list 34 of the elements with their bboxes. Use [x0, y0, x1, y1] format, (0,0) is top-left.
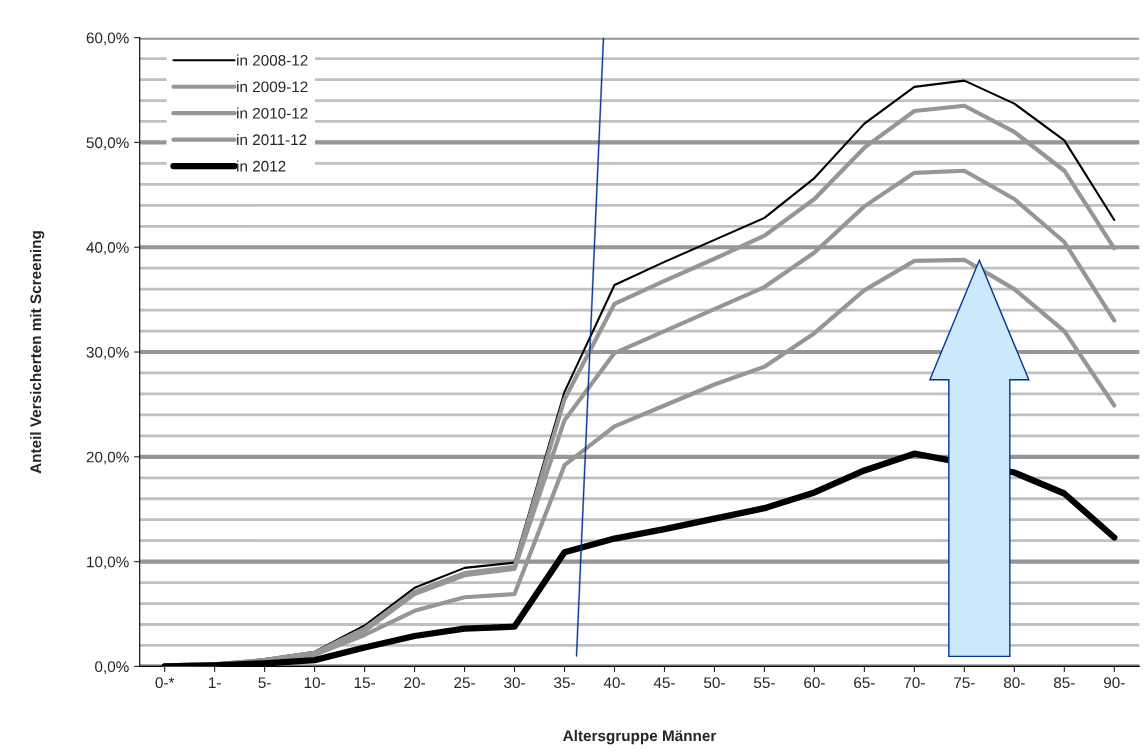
legend-label: in 2008-12: [237, 54, 308, 66]
y-tick-label: 0,0%: [95, 661, 129, 674]
x-tick-label: 1-: [209, 677, 221, 688]
x-tick-label: 50-: [704, 677, 725, 689]
y-tick-label: 10,0%: [87, 556, 129, 570]
x-tick-label: 40-: [603, 677, 625, 689]
x-tick-label: 0-*: [155, 677, 175, 689]
x-tick-label: 5-: [258, 677, 271, 689]
legend-label: in 2012: [237, 160, 286, 172]
x-tick-label: 80-: [1003, 677, 1025, 689]
y-tick-label: 50,0%: [86, 137, 129, 150]
legend-label: in 2010-12: [237, 107, 308, 119]
x-axis-title: Altersgruppe Männer: [563, 729, 717, 745]
x-tick-label: 15-: [354, 677, 375, 689]
y-axis-title: Anteil Versicherten mit Screening: [29, 231, 45, 474]
x-tick-label: 25-: [454, 677, 475, 689]
y-tick-label: 30,0%: [86, 346, 129, 360]
x-tick-label: 85-: [1053, 677, 1075, 689]
x-tick-label: 45-: [653, 677, 675, 689]
x-tick-label: 75-: [954, 677, 975, 689]
x-tick-label: 90-: [1103, 677, 1125, 689]
legend-label: in 2009-12: [237, 81, 308, 93]
legend-label: in 2011-12: [237, 133, 307, 146]
x-tick-label: 20-: [404, 677, 425, 689]
x-tick-label: 65-: [854, 677, 875, 689]
y-tick-label: 40,0%: [86, 242, 129, 255]
y-tick-label: 60,0%: [86, 32, 129, 46]
x-tick-label: 70-: [904, 677, 925, 689]
y-tick-label: 20,0%: [86, 451, 129, 465]
x-tick-label: 35-: [554, 677, 575, 689]
x-tick-label: 10-: [304, 677, 325, 689]
x-tick-label: 55-: [754, 677, 775, 689]
x-tick-label: 60-: [804, 677, 825, 689]
x-tick-label: 30-: [504, 677, 525, 689]
